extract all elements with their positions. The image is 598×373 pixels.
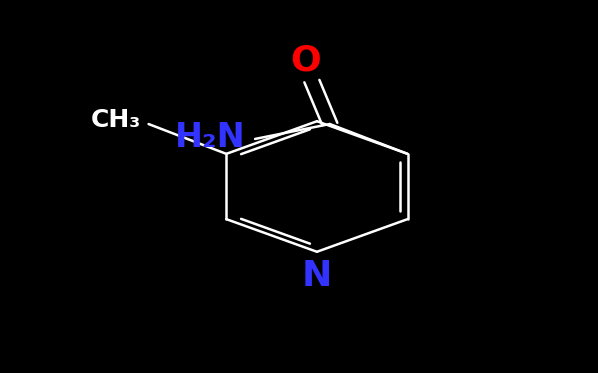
Text: H₂N: H₂N <box>175 120 246 154</box>
Text: CH₃: CH₃ <box>90 108 141 132</box>
Text: N: N <box>302 259 332 293</box>
Text: O: O <box>291 44 321 78</box>
